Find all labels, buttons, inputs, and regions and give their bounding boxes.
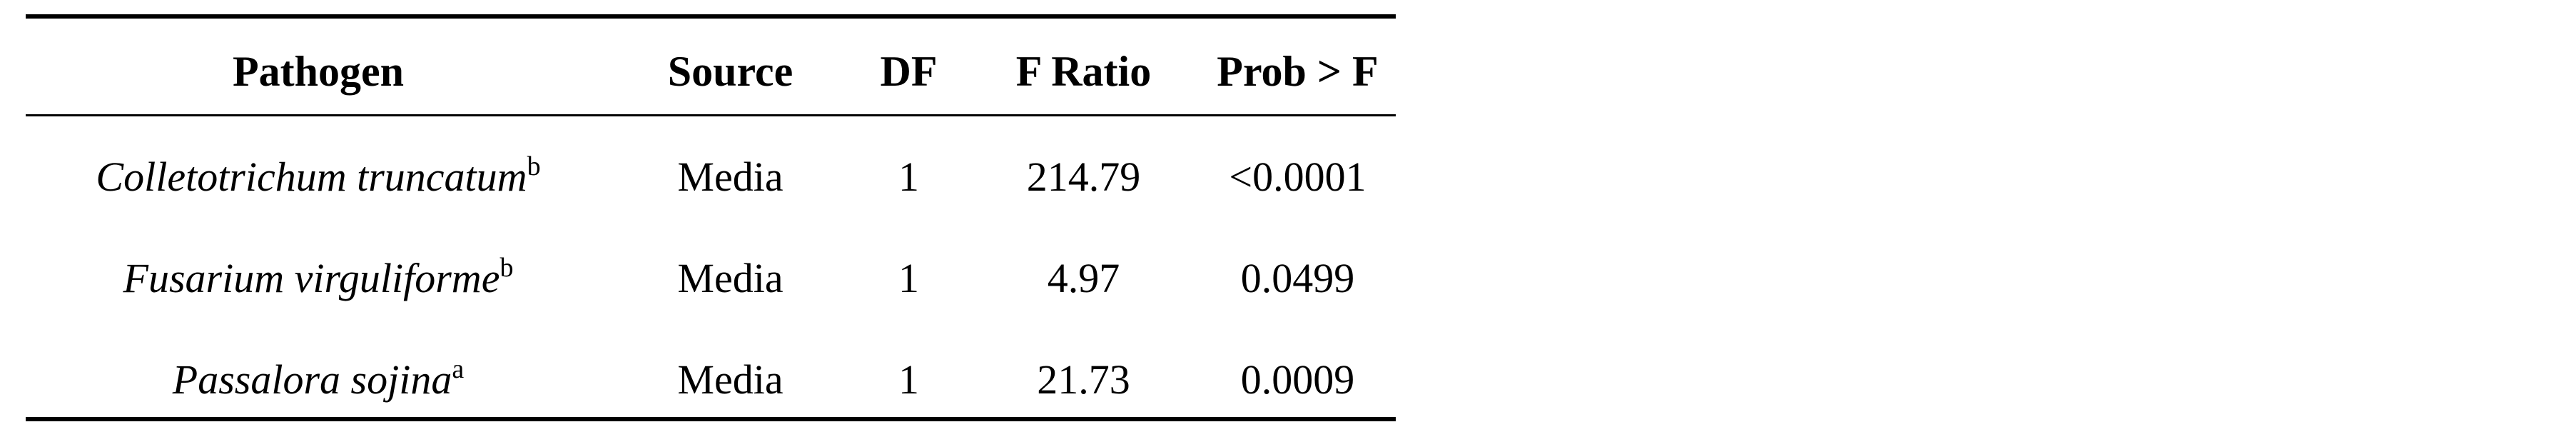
- pathogen-footnote: a: [452, 354, 464, 384]
- table-row: Colletotrichum truncatumb Media 1 214.79…: [26, 141, 1396, 213]
- pathogen-cell: Passalora sojinaa: [26, 344, 611, 416]
- table-header-rule: [26, 114, 1396, 116]
- header-pathogen: Pathogen: [26, 36, 611, 107]
- f-ratio-cell: 214.79: [968, 141, 1200, 213]
- prob-cell: 0.0499: [1200, 243, 1396, 314]
- prob-cell: 0.0009: [1200, 344, 1396, 416]
- table-bottom-rule: [26, 417, 1396, 421]
- header-prob: Prob > F: [1200, 36, 1396, 107]
- pathogen-name: Passalora sojina: [173, 356, 452, 403]
- table-header-row: Pathogen Source DF F Ratio Prob > F: [26, 36, 1396, 107]
- df-cell: 1: [850, 243, 968, 314]
- table-row: Passalora sojinaa Media 1 21.73 0.0009: [26, 344, 1396, 416]
- pathogen-footnote: b: [500, 253, 513, 283]
- prob-cell: <0.0001: [1200, 141, 1396, 213]
- table-top-rule: [26, 14, 1396, 19]
- df-cell: 1: [850, 141, 968, 213]
- pathogen-name: Fusarium virguliforme: [123, 255, 500, 301]
- header-source: Source: [611, 36, 850, 107]
- f-ratio-cell: 21.73: [968, 344, 1200, 416]
- f-ratio-cell: 4.97: [968, 243, 1200, 314]
- table-row: Fusarium virguliformeb Media 1 4.97 0.04…: [26, 243, 1396, 314]
- pathogen-cell: Fusarium virguliformeb: [26, 243, 611, 314]
- source-cell: Media: [611, 344, 850, 416]
- pathogen-footnote: b: [527, 151, 541, 181]
- source-cell: Media: [611, 141, 850, 213]
- pathogen-name: Colletotrichum truncatum: [96, 154, 527, 200]
- pathogen-cell: Colletotrichum truncatumb: [26, 141, 611, 213]
- header-df: DF: [850, 36, 968, 107]
- df-cell: 1: [850, 344, 968, 416]
- source-cell: Media: [611, 243, 850, 314]
- header-f-ratio: F Ratio: [968, 36, 1200, 107]
